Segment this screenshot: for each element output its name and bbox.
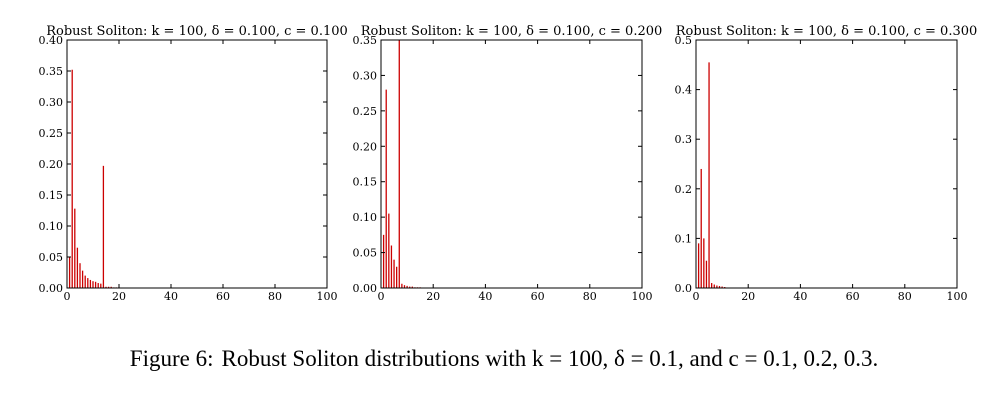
- y-tick-label: 0.25: [39, 127, 64, 140]
- y-tick-label: 0.10: [353, 211, 378, 224]
- x-tick-label: 40: [478, 290, 492, 303]
- x-tick-label: 80: [898, 290, 912, 303]
- y-tick-label: 0.25: [353, 105, 378, 118]
- y-tick-label: 0.30: [353, 69, 378, 82]
- x-tick-label: 60: [216, 290, 230, 303]
- y-tick-label: 0.15: [39, 189, 64, 202]
- x-tick-label: 0: [378, 290, 385, 303]
- y-tick-label: 0.05: [39, 251, 64, 264]
- x-tick-label: 100: [632, 290, 653, 303]
- plot-frame: [695, 39, 958, 289]
- chart-title: Robust Soliton: k = 100, δ = 0.100, c = …: [361, 24, 663, 39]
- y-tick-label: 0.20: [353, 140, 378, 153]
- x-tick-label: 40: [164, 290, 178, 303]
- chart-panel-2: 0 20 40 60 80 100 0.00 0.05 0.10 0.15 0.20 0.25 0.30…: [353, 24, 663, 303]
- y-tick-label: 0.35: [353, 34, 378, 47]
- x-tick-label: 80: [268, 290, 282, 303]
- figure-caption: Figure 6: Robust Soliton distributions wi…: [0, 346, 1008, 372]
- caption-text: Robust Soliton distributions with k = 10…: [221, 346, 879, 371]
- plot-frame: [380, 39, 643, 289]
- y-tick-label: 0.20: [39, 158, 64, 171]
- y-tick-label: 0.1: [675, 232, 693, 245]
- y-tick-label: 0.5: [675, 34, 693, 47]
- x-tick-label: 0: [693, 290, 700, 303]
- y-tick-label: 0.40: [39, 34, 64, 47]
- x-tick-label: 0: [64, 290, 71, 303]
- x-tick-label: 60: [531, 290, 545, 303]
- y-tick-label: 0.0: [675, 282, 693, 295]
- y-tick-label: 0.35: [39, 65, 64, 78]
- y-tick-label: 0.00: [39, 282, 64, 295]
- x-tick-label: 40: [793, 290, 807, 303]
- x-tick-label: 100: [947, 290, 968, 303]
- caption-label: Figure 6:: [129, 346, 214, 371]
- y-tick-label: 0.15: [353, 176, 378, 189]
- y-tick-label: 0.3: [675, 133, 693, 146]
- y-tick-label: 0.30: [39, 96, 64, 109]
- chart-panel-1: 0 20 40 60 80 100 0.00 0.05 0.10 0.15 0.20 0.25 0.30…: [39, 24, 348, 303]
- y-tick-label: 0.4: [675, 84, 693, 97]
- chart-title: Robust Soliton: k = 100, δ = 0.100, c = …: [676, 24, 978, 39]
- x-tick-label: 60: [846, 290, 860, 303]
- x-tick-label: 20: [741, 290, 755, 303]
- plot-frame: [66, 39, 328, 289]
- chart-title: Robust Soliton: k = 100, δ = 0.100, c = …: [46, 24, 348, 39]
- x-tick-label: 20: [426, 290, 440, 303]
- x-tick-label: 20: [112, 290, 126, 303]
- y-tick-label: 0.00: [353, 282, 378, 295]
- x-tick-label: 100: [317, 290, 338, 303]
- y-tick-label: 0.05: [353, 247, 378, 260]
- y-tick-label: 0.2: [675, 183, 693, 196]
- y-tick-label: 0.10: [39, 220, 64, 233]
- x-tick-label: 80: [583, 290, 597, 303]
